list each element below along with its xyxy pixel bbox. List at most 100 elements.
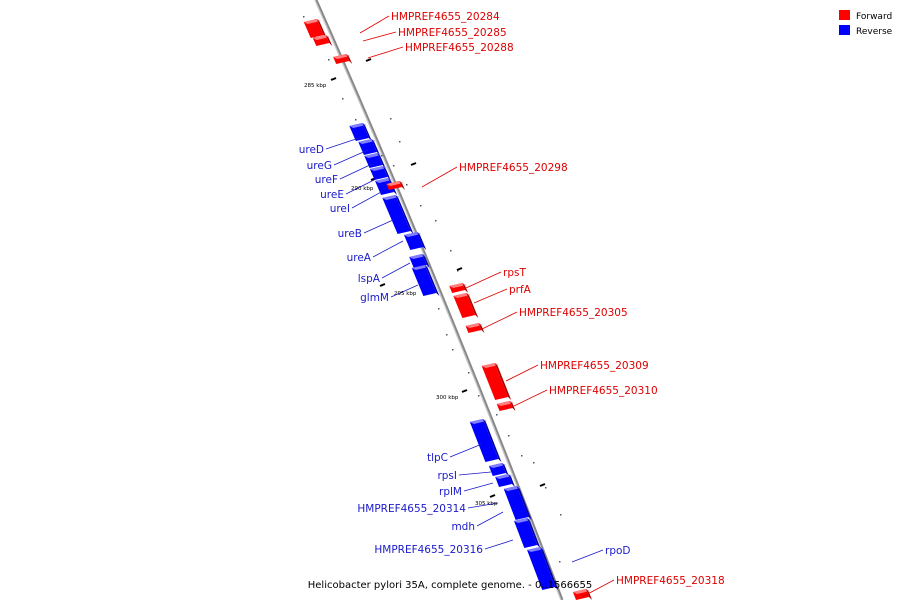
gene-block-top [369,166,387,171]
gene-block-side [508,474,516,487]
gene-block-side [346,54,353,64]
gene-block-top [453,293,471,298]
gene-label-mdh[interactable]: mdh [451,521,475,533]
leader-line [359,15,390,34]
gene-block-top [375,178,393,183]
label-leaders [325,15,615,598]
leader-line [476,511,504,527]
minor-tick [559,561,561,563]
leader-line [484,539,514,550]
gene-block[interactable] [453,293,476,318]
major-tick [330,77,337,81]
gene-block-side [382,166,391,180]
gene-block-top [488,463,506,468]
gene-label-hmpref4655_20288[interactable]: HMPREF4655_20288 [405,42,514,54]
gene-label-uree[interactable]: ureE [320,189,344,201]
gene-label-rpst[interactable]: rpsT [503,267,526,279]
gene-label-urei[interactable]: ureI [330,203,350,215]
gene-label-lspa[interactable]: lspA [358,273,381,285]
leader-line [339,163,373,180]
leader-line [381,262,411,279]
gene-block[interactable] [469,419,499,462]
minor-tick [406,184,408,186]
major-tick [410,162,417,166]
gene-block[interactable] [503,486,529,520]
gene-label-hmpref4655_20309[interactable]: HMPREF4655_20309 [540,360,649,372]
minor-tick [438,308,440,310]
gene-label-hmpref4655_20318[interactable]: HMPREF4655_20318 [616,575,725,587]
gene-block-top [495,474,513,479]
gene-block-side [395,195,414,234]
gene-block-top [364,153,382,158]
minor-tick [342,98,344,100]
gene-label-hmpref4655_20314[interactable]: HMPREF4655_20314 [357,503,466,515]
gene-label-hmpref4655_20298[interactable]: HMPREF4655_20298 [459,162,568,174]
major-ticks [330,58,546,498]
gene-block-top [469,419,487,424]
gene-block-side [462,283,469,293]
gene-label-prfa[interactable]: prfA [509,284,532,296]
gene-block-top [349,123,367,128]
minor-tick [496,414,498,416]
gene-label-rplm[interactable]: rplM [439,486,462,498]
gene-label-hmpref4655_20316[interactable]: HMPREF4655_20316 [374,544,483,556]
gene-block[interactable] [411,265,437,296]
gene-block-side [482,419,502,462]
gene-block[interactable] [514,518,538,548]
gene-label-hmpref4655_20305[interactable]: HMPREF4655_20305 [519,307,628,319]
gene-block[interactable] [481,363,509,400]
tick-label-305: 305 kbp [475,501,498,507]
minor-tick [303,16,305,18]
major-tick [539,483,546,487]
leader-line [467,502,499,509]
gene-block-top [411,265,429,270]
gene-block-side [362,123,372,141]
gene-block-top [386,181,404,186]
gene-label-ureg[interactable]: ureG [307,160,332,172]
gene-block-side [478,323,485,333]
leader-line [351,190,384,209]
gene-label-hmpref4655_20310[interactable]: HMPREF4655_20310 [549,385,658,397]
gene-label-uref[interactable]: ureF [315,174,338,186]
legend: Forward Reverse [839,10,893,37]
gene-label-hmpref4655_20285[interactable]: HMPREF4655_20285 [398,27,507,39]
gene-label-ured[interactable]: ureD [299,144,324,156]
gene-block-side [417,232,427,250]
gene-block-side [509,401,516,411]
gene-block-side [466,293,479,318]
gene-block[interactable] [382,195,411,234]
gene-block-top [527,547,545,552]
minor-tick [450,250,452,252]
gene-block-side [494,363,512,400]
minor-tick [399,141,401,143]
gene-label-tlpc[interactable]: tlpC [427,452,448,464]
major-tick [489,494,496,498]
gene-label-urea[interactable]: ureA [347,252,372,264]
leader-line [367,46,404,59]
gene-block-top [333,54,351,59]
gene-block-side [316,19,327,38]
gene-block-side [527,518,541,548]
leader-line [325,136,363,150]
gene-label-ureb[interactable]: ureB [338,228,362,240]
gene-block-top [481,363,499,368]
leader-line [363,219,394,234]
gene-block-side [424,265,440,296]
minor-tick [435,220,437,222]
genes [303,19,592,600]
gene-label-hmpref4655_20284[interactable]: HMPREF4655_20284 [391,11,500,23]
gene-label-glmm[interactable]: glmM [360,292,389,304]
gene-block[interactable] [527,547,556,590]
gene-label-rpod[interactable]: rpoD [605,545,631,557]
gene-block-top [449,283,467,288]
leader-line [449,443,483,458]
gene-label-rpsi[interactable]: rpsI [437,470,457,482]
minor-tick [560,514,562,516]
leader-line [473,288,508,304]
minor-tick [381,155,383,157]
gene-block-top [358,139,376,144]
tick-label-290: 290 kbp [351,186,374,192]
gene-labels: HMPREF4655_20284 HMPREF4655_20285 HMPREF46… [299,11,725,587]
major-tick [456,267,463,271]
leader-line [333,149,369,166]
